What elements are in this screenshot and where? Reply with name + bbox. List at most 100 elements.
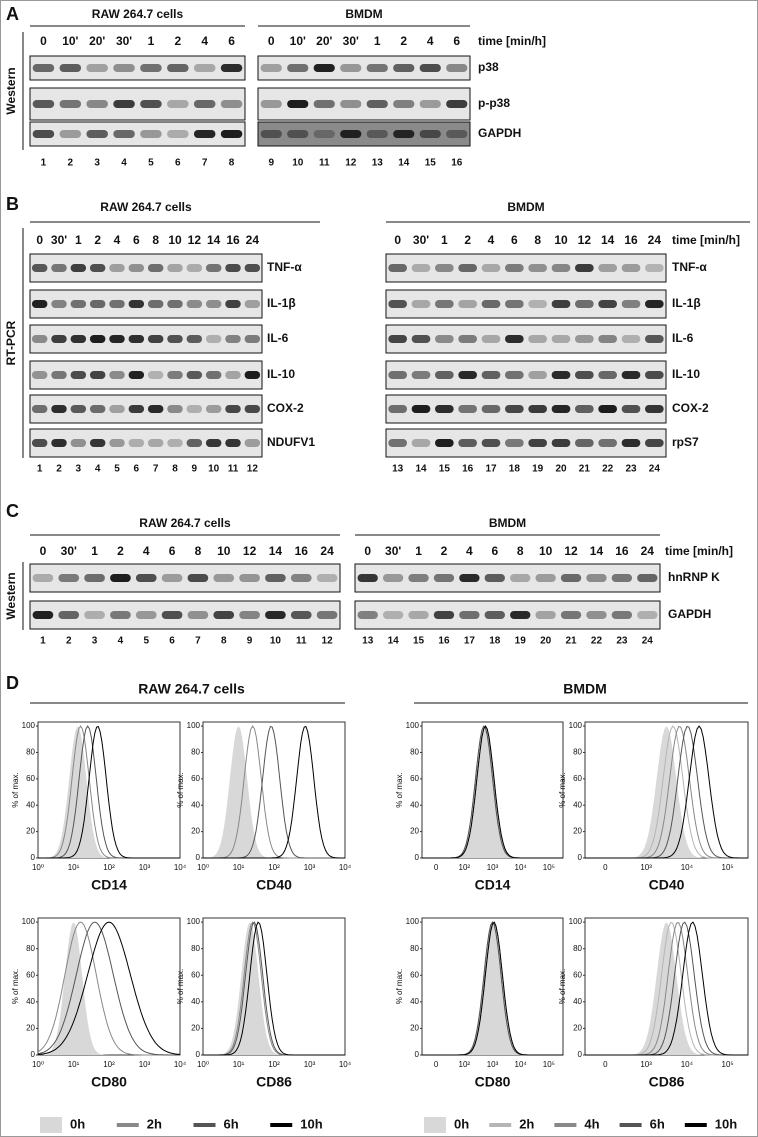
x-tick-label: 10⁴ — [515, 1060, 528, 1069]
band — [586, 574, 607, 582]
band — [70, 264, 87, 272]
lane-number: 2 — [66, 636, 72, 647]
band — [193, 130, 216, 138]
band — [213, 574, 235, 582]
band — [147, 439, 164, 447]
group-title: BMDM — [489, 516, 526, 530]
lane-number: 20 — [540, 636, 552, 647]
legend-label: 10h — [715, 1116, 737, 1131]
marker-label: CD40 — [649, 877, 685, 893]
band — [458, 300, 477, 308]
time-label: 4 — [114, 233, 121, 247]
band — [147, 371, 164, 379]
x-tick-label: 10² — [103, 1060, 115, 1069]
lane-number: 16 — [451, 158, 463, 169]
x-tick-label: 10² — [459, 863, 471, 872]
marker-label: CD86 — [256, 1074, 292, 1090]
blot-strip — [354, 563, 661, 593]
band — [598, 335, 617, 343]
lane-number: 13 — [392, 464, 404, 475]
band-label: IL-1β — [267, 296, 296, 310]
x-tick-label: 10⁰ — [32, 1060, 44, 1069]
band — [411, 264, 431, 272]
band — [645, 371, 664, 379]
x-tick-label: 10³ — [139, 863, 151, 872]
band — [551, 264, 571, 272]
lane-number: 15 — [413, 636, 425, 647]
band-label: rpS7 — [672, 435, 699, 449]
y-tick-label: 40 — [191, 997, 200, 1006]
y-tick-label: 80 — [573, 748, 582, 757]
band — [459, 611, 480, 619]
band — [528, 439, 547, 447]
time-label: 30' — [413, 233, 429, 247]
x-tick-label: 10⁴ — [339, 1060, 352, 1069]
histogram-line — [585, 725, 748, 859]
time-label: 0 — [364, 544, 371, 558]
band — [598, 371, 617, 379]
x-tick-label: 10³ — [139, 1060, 151, 1069]
panel-label: C — [6, 501, 19, 521]
marker-label: CD80 — [91, 1074, 127, 1090]
band — [244, 300, 261, 308]
band — [167, 405, 183, 413]
y-tick-label: 40 — [573, 997, 582, 1006]
band — [225, 300, 241, 308]
y-axis-label: % of max. — [558, 969, 567, 1005]
y-tick-label: 20 — [410, 1024, 419, 1033]
band — [70, 405, 87, 413]
band — [528, 405, 547, 413]
histogram-line — [37, 921, 180, 1056]
band — [225, 371, 241, 379]
band — [70, 335, 87, 343]
legend-label: 2h — [147, 1116, 162, 1131]
band — [575, 264, 594, 272]
band — [225, 264, 241, 272]
x-tick-label: 10⁵ — [722, 863, 734, 872]
lane-number: 10 — [270, 636, 282, 647]
band — [140, 100, 162, 108]
band — [51, 439, 67, 447]
band — [161, 574, 183, 582]
histogram-line — [422, 725, 563, 859]
band — [528, 335, 547, 343]
y-tick-label: 60 — [26, 774, 35, 783]
time-label: 8 — [195, 544, 202, 558]
x-tick-label: 0 — [603, 1060, 608, 1069]
band — [611, 574, 633, 582]
band-label: p-p38 — [478, 96, 510, 110]
band — [411, 405, 431, 413]
blot-strip — [385, 324, 667, 354]
lane-number: 2 — [68, 158, 74, 169]
blot-strip — [354, 600, 661, 630]
y-tick-label: 20 — [573, 1024, 582, 1033]
band — [388, 300, 407, 308]
band — [239, 574, 260, 582]
band — [481, 335, 501, 343]
lane-number: 11 — [228, 464, 239, 475]
histogram-line — [203, 725, 345, 859]
method-label: Western — [4, 572, 18, 619]
band — [388, 439, 407, 447]
blot-strip — [385, 428, 667, 458]
y-axis-label: % of max. — [395, 772, 404, 808]
band — [128, 405, 145, 413]
lane-number: 14 — [415, 464, 427, 475]
band — [161, 611, 183, 619]
band — [551, 335, 571, 343]
band — [205, 300, 222, 308]
band — [147, 264, 164, 272]
plot-frame — [37, 721, 181, 859]
band — [621, 371, 641, 379]
marker-label: CD86 — [649, 1074, 685, 1090]
y-tick-label: 80 — [191, 748, 200, 757]
lane-number: 13 — [362, 636, 374, 647]
band-label: TNF-α — [672, 260, 707, 274]
time-label: 14 — [601, 233, 615, 247]
lane-number: 23 — [625, 464, 637, 475]
time-label: 2 — [117, 544, 124, 558]
time-label: 4 — [201, 34, 208, 48]
band — [411, 371, 431, 379]
time-label: 24 — [246, 233, 260, 247]
y-tick-label: 80 — [191, 944, 200, 953]
